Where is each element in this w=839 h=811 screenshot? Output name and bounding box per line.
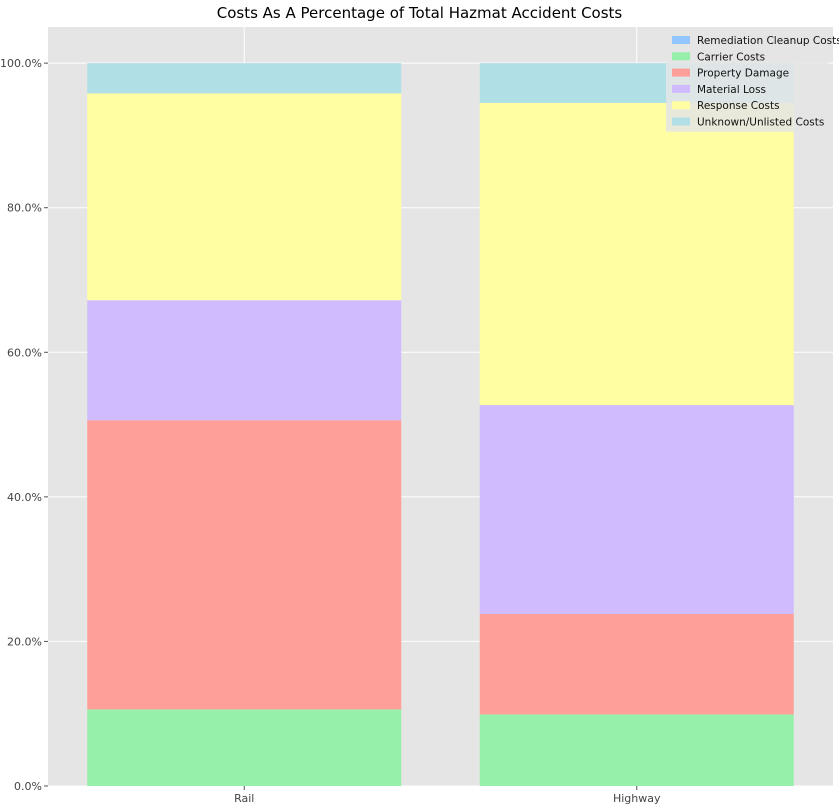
legend-label: Carrier Costs (697, 51, 765, 63)
x-tick-label: Highway (613, 792, 661, 805)
bar-segment (87, 300, 402, 421)
bar-segment (479, 613, 794, 715)
bar-segment (87, 93, 402, 301)
bar-segment (87, 63, 402, 94)
y-tick-label: 0.0% (14, 780, 42, 793)
x-tick-label: Rail (234, 792, 254, 805)
legend-swatch (672, 52, 690, 61)
bar-segment (87, 709, 402, 786)
legend-box (666, 30, 828, 132)
y-tick-label: 80.0% (7, 202, 42, 215)
legend-swatch (672, 84, 690, 93)
legend-swatch (672, 36, 690, 44)
y-tick-label: 20.0% (7, 635, 42, 648)
axis-layer: 0.0% 20.0% 40.0% 60.0% 80.0% 100.0% Rail Highwa… (0, 57, 661, 805)
y-tick-label: 40.0% (7, 491, 42, 504)
y-tick-label: 60.0% (7, 346, 42, 359)
legend-label: Response Costs (697, 100, 780, 112)
bar-segment (479, 405, 794, 614)
legend-label: Remediation Cleanup Costs (697, 35, 839, 47)
bars-layer (87, 63, 794, 786)
legend-swatch (672, 117, 690, 126)
bar-segment (479, 102, 794, 406)
legend: Remediation Cleanup Costs Carrier Costs Pr… (666, 30, 839, 132)
legend-label: Material Loss (697, 84, 766, 96)
bar-segment (87, 420, 402, 710)
legend-swatch (672, 68, 690, 77)
legend-swatch (672, 101, 690, 110)
legend-label: Property Damage (697, 68, 789, 80)
y-tick-label: 100.0% (0, 57, 42, 70)
legend-label: Unknown/Unlisted Costs (697, 117, 824, 129)
bar-segment (479, 714, 794, 786)
chart-title: Costs As A Percentage of Total Hazmat Ac… (216, 4, 623, 22)
